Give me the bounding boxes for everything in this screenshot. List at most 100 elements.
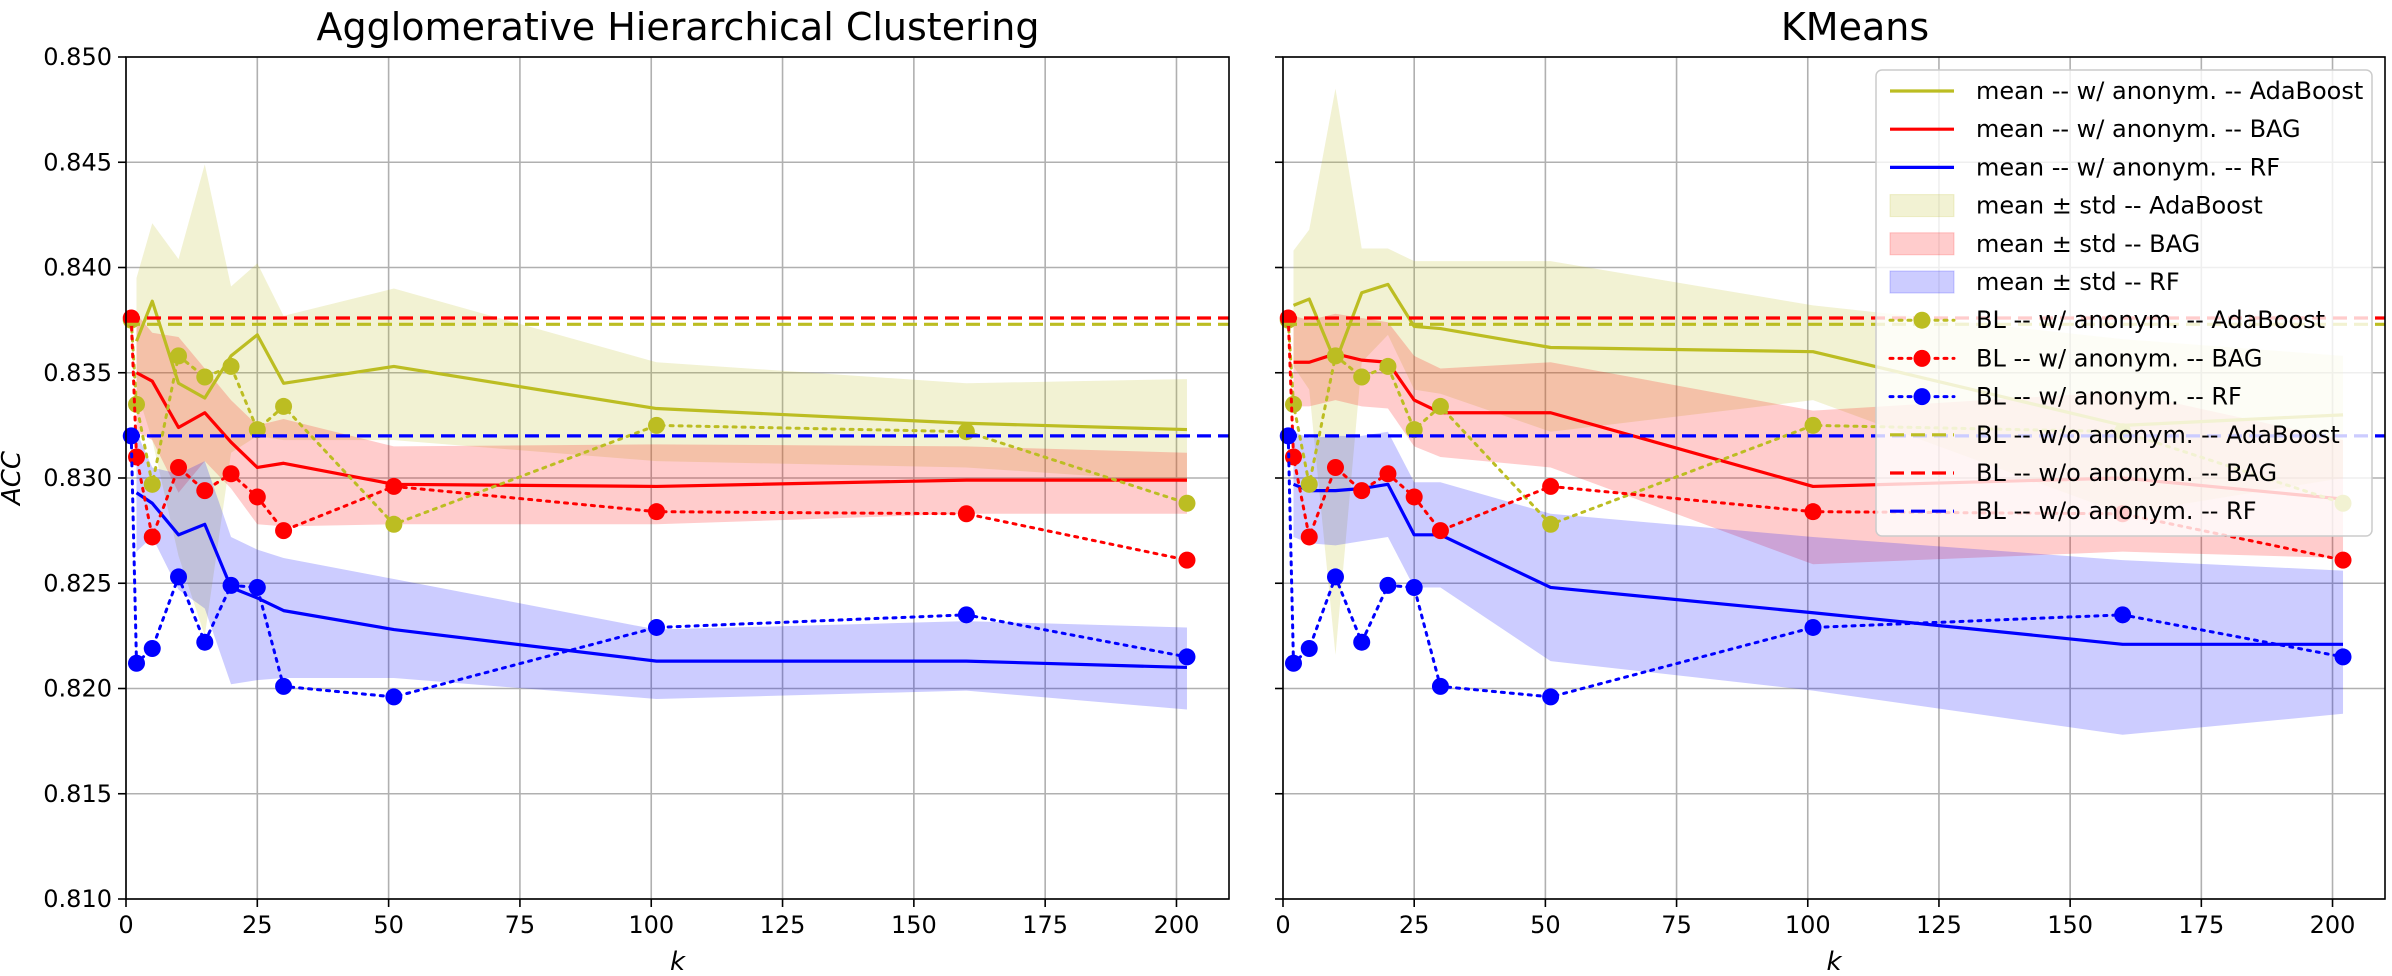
legend-label: mean -- w/ anonym. -- RF: [1976, 153, 2280, 181]
x-tick-label: 25: [1399, 911, 1430, 939]
baseline-marker: [143, 640, 161, 658]
legend-label: BL -- w/ anonym. -- BAG: [1976, 344, 2262, 372]
baseline-marker: [1804, 416, 1822, 434]
x-tick-label: 25: [242, 911, 273, 939]
baseline-marker: [143, 475, 161, 493]
x-tick-label: 150: [2047, 911, 2093, 939]
baseline-marker: [1379, 357, 1397, 375]
legend-box: [1875, 69, 2373, 537]
baseline-marker: [1353, 633, 1371, 651]
y-tick-label: 0.845: [43, 148, 112, 176]
y-tick-label: 0.815: [43, 780, 112, 808]
baseline-marker: [1284, 654, 1302, 672]
baseline-marker: [143, 528, 161, 546]
legend-handle: [1889, 194, 1955, 218]
legend-label: mean ± std -- AdaBoost: [1976, 192, 2263, 220]
x-tick-label: 200: [2310, 911, 2356, 939]
baseline-marker: [1326, 347, 1344, 365]
baseline-marker: [1431, 397, 1449, 415]
baseline-marker: [957, 606, 975, 624]
std-band: [136, 164, 1187, 636]
baseline-marker: [248, 421, 266, 439]
baseline-marker: [2114, 606, 2132, 624]
legend-label: BL -- w/o anonym. -- BAG: [1976, 459, 2277, 487]
y-tick-label: 0.850: [43, 43, 112, 71]
baseline-line: [129, 316, 1189, 562]
y-tick-label: 0.820: [43, 675, 112, 703]
baseline-marker: [1284, 395, 1302, 413]
baseline-marker: [647, 416, 665, 434]
legend-label: BL -- w/ anonym. -- AdaBoost: [1976, 306, 2325, 334]
baseline-marker: [1542, 515, 1560, 533]
chart-title: KMeans: [1781, 5, 1929, 49]
x-axis-label: k: [1826, 947, 1842, 976]
legend-marker: [1913, 349, 1931, 367]
baseline-marker: [2334, 648, 2352, 666]
std-band: [1293, 431, 2344, 735]
baseline-marker: [385, 477, 403, 495]
legend-handle: [1889, 232, 1955, 256]
legend-label: mean -- w/ anonym. -- BAG: [1976, 115, 2301, 143]
baseline-marker: [647, 618, 665, 636]
x-tick-label: 200: [1154, 911, 1200, 939]
panel-agglomerative: 0 25 50 75 100 125 150 175 200 0.810 0.815 0.820 0.8…: [0, 5, 1230, 976]
baseline-marker: [170, 458, 188, 476]
baseline-marker: [647, 503, 665, 521]
baseline-marker: [385, 688, 403, 706]
baseline-marker: [1178, 648, 1196, 666]
x-tick-label: 0: [118, 911, 133, 939]
legend-handle: [1889, 270, 1955, 294]
baseline-marker: [2334, 551, 2352, 569]
y-tick-label: 0.830: [43, 464, 112, 492]
baseline-marker: [957, 505, 975, 523]
x-tick-label: 0: [1275, 911, 1290, 939]
legend-label: BL -- w/o anonym. -- AdaBoost: [1976, 421, 2340, 449]
baseline-marker: [248, 578, 266, 596]
baseline-marker: [1379, 576, 1397, 594]
baseline-marker: [957, 423, 975, 441]
y-tick-label: 0.825: [43, 569, 112, 597]
y-tick-label: 0.840: [43, 254, 112, 282]
legend-label: mean -- w/ anonym. -- AdaBoost: [1976, 77, 2363, 105]
baseline-marker: [170, 347, 188, 365]
chart-title: Agglomerative Hierarchical Clustering: [317, 5, 1040, 49]
x-tick-label: 125: [1916, 911, 1962, 939]
legend-label: mean ± std -- RF: [1976, 268, 2180, 296]
baseline-marker: [275, 397, 293, 415]
x-tick-label: 75: [505, 911, 536, 939]
y-axis-label: ACC: [0, 450, 27, 507]
baseline-marker: [1431, 522, 1449, 540]
baseline-marker: [170, 568, 188, 586]
baseline-marker: [1353, 368, 1371, 386]
baseline-marker: [385, 515, 403, 533]
baseline-marker: [222, 465, 240, 483]
y-tick-label: 0.835: [43, 359, 112, 387]
baseline-marker: [222, 357, 240, 375]
baseline-line: [1286, 318, 2345, 527]
baseline-marker: [1178, 551, 1196, 569]
mean-line: [135, 371, 1187, 489]
baseline-marker: [128, 395, 146, 413]
baseline-marker: [1542, 477, 1560, 495]
legend-label: BL -- w/o anonym. -- RF: [1976, 497, 2257, 525]
x-tick-label: 175: [2178, 911, 2224, 939]
baseline-marker: [1326, 458, 1344, 476]
x-tick-label: 100: [1785, 911, 1831, 939]
x-tick-label: 175: [1022, 911, 1068, 939]
baseline-marker: [1178, 494, 1196, 512]
y-tick-label: 0.810: [43, 885, 112, 913]
x-tick-label: 50: [373, 911, 404, 939]
x-axis-label: k: [670, 947, 686, 976]
baseline-marker: [1353, 482, 1371, 500]
baseline-marker: [275, 677, 293, 695]
baseline-marker: [1405, 421, 1423, 439]
x-tick-label: 75: [1661, 911, 1692, 939]
std-band: [136, 431, 1187, 710]
baseline-marker: [222, 576, 240, 594]
x-tick-label: 125: [760, 911, 806, 939]
legend-label: BL -- w/ anonym. -- RF: [1976, 383, 2242, 411]
mean-line: [135, 491, 1188, 670]
legend-label: mean ± std -- BAG: [1976, 230, 2200, 258]
baseline-marker: [1300, 475, 1318, 493]
